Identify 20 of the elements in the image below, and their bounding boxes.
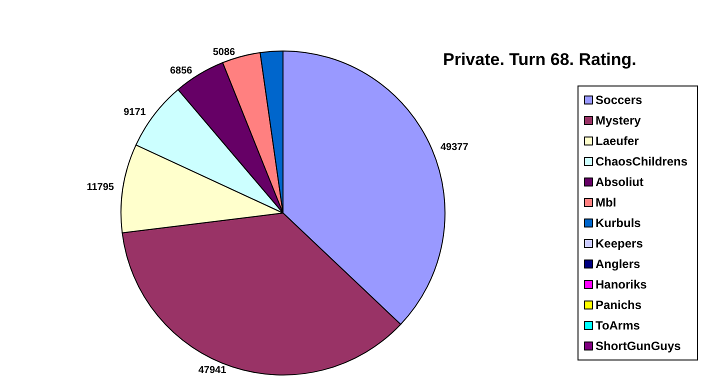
data-label: 49377 [440,142,469,153]
legend-label: Mystery [596,114,642,128]
legend-label: ShortGunGuys [596,339,682,353]
legend-label: Panichs [596,298,642,312]
data-label: 9171 [124,107,146,118]
legend-label: Laeufer [596,134,640,148]
legend-label: Soccers [596,93,643,107]
legend-label: Mbl [596,196,616,210]
data-label: 6856 [170,65,193,76]
legend-label: ToArms [596,318,640,332]
legend-label: Keepers [596,236,644,250]
data-label: 47941 [198,365,227,376]
legend-label: Hanoriks [596,278,648,292]
data-label: 11795 [86,182,114,193]
legend-label: Kurbuls [596,216,642,230]
legend-label: ChaosChildrens [596,154,688,168]
chart-title: Private. Turn 68. Rating. [443,50,636,69]
legend-label: Anglers [596,257,641,271]
data-label: 5086 [212,47,236,58]
legend-label: Absoliut [596,175,644,189]
